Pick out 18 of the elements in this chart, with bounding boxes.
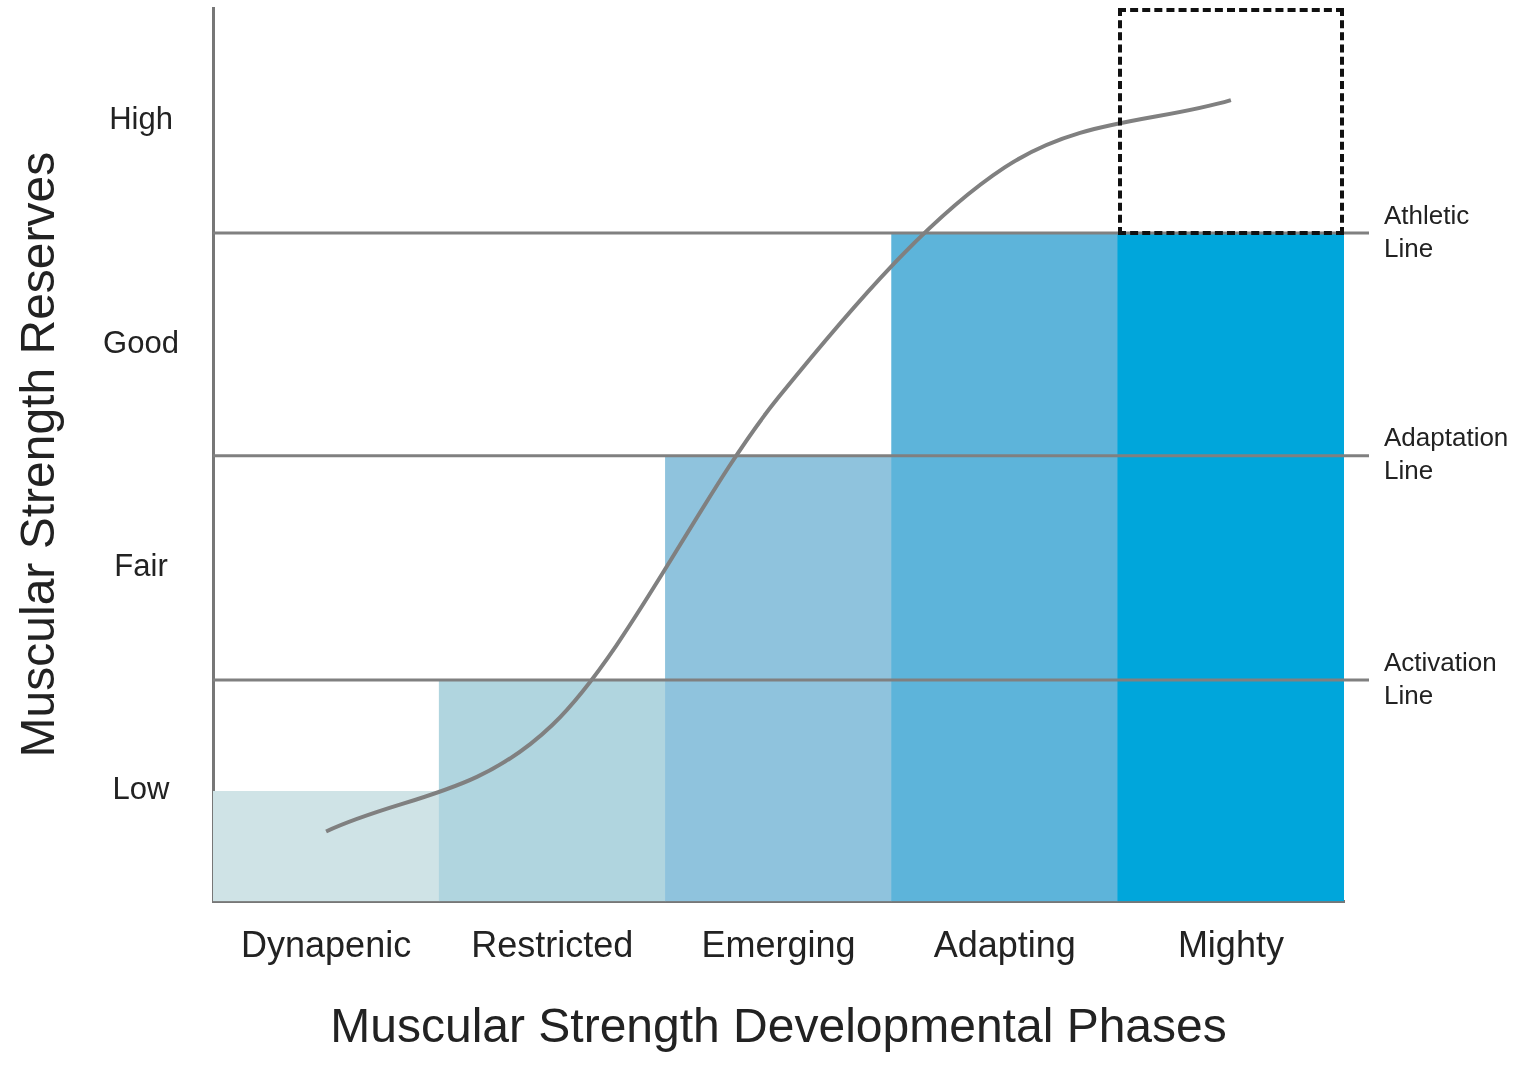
bar xyxy=(665,455,892,902)
bar xyxy=(891,232,1119,902)
text: Fair xyxy=(114,548,168,584)
x-tick-label: Restricted xyxy=(471,923,634,965)
x-tick-label: Dynapenic xyxy=(241,923,412,965)
ref-line-label: Athletic Line xyxy=(1384,199,1470,263)
x-tick-label: Adapting xyxy=(933,923,1076,965)
text: Good xyxy=(103,325,179,360)
x-tick-label: Emerging xyxy=(701,923,856,965)
ref-line-label: Activation Line xyxy=(1384,646,1497,710)
ref-line-label: Adaptation Line xyxy=(1384,422,1509,486)
bar xyxy=(213,791,440,902)
x-tick-label: Mighty xyxy=(1177,923,1284,965)
text: High xyxy=(109,101,173,137)
text: Low xyxy=(112,771,171,807)
bar xyxy=(438,679,666,902)
x-axis-title: Muscular Strength Developmental Phases xyxy=(330,999,1227,1053)
y-axis-title: Muscular Strength Reserves xyxy=(11,151,65,758)
